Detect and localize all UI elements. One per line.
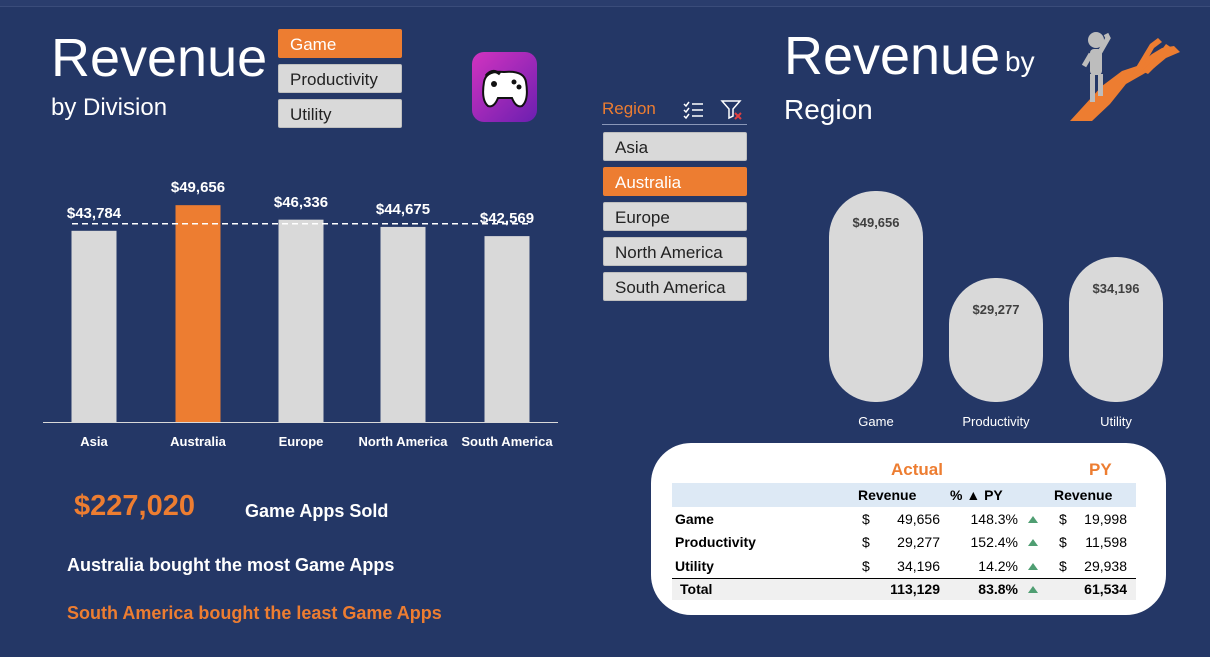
table-row-py: 29,938 bbox=[1084, 558, 1127, 574]
division-bar-chart bbox=[43, 205, 558, 423]
axis-label: Asia bbox=[80, 434, 108, 449]
table-row-label: Game bbox=[675, 511, 714, 527]
currency-symbol: $ bbox=[1059, 558, 1067, 574]
sheet-gridline-strip bbox=[0, 0, 1210, 7]
game-controller-app-icon bbox=[472, 52, 537, 122]
currency-symbol: $ bbox=[1059, 511, 1067, 527]
pill-bar-utility bbox=[1069, 257, 1163, 402]
table-group-actual: Actual bbox=[891, 460, 943, 479]
bar-asia bbox=[71, 230, 117, 422]
insight-least: South America bought the least Game Apps bbox=[67, 603, 442, 623]
up-arrow-icon bbox=[1028, 539, 1038, 546]
bar-south-america bbox=[484, 236, 530, 422]
region-item-europe[interactable]: Europe bbox=[603, 202, 747, 231]
right-title-by: by bbox=[1005, 46, 1035, 77]
table-row-pct: 14.2% bbox=[978, 558, 1018, 574]
axis-label: Australia bbox=[170, 434, 226, 449]
region-slicer-title: Region bbox=[602, 99, 656, 118]
gamepad-icon bbox=[482, 69, 528, 108]
bar-value-label: $43,784 bbox=[66, 204, 122, 222]
pill-bar-game bbox=[829, 191, 923, 402]
table-row-label: Utility bbox=[675, 558, 714, 574]
table-row-actual: 49,656 bbox=[897, 511, 940, 527]
axis-label: South America bbox=[461, 434, 553, 449]
insight-most: Australia bought the most Game Apps bbox=[67, 555, 395, 575]
axis-label: Europe bbox=[278, 434, 324, 449]
left-subtitle: by Division bbox=[51, 94, 168, 121]
table-row-actual: 34,196 bbox=[897, 558, 940, 574]
table-row-pct: 148.3% bbox=[970, 511, 1018, 527]
currency-symbol: $ bbox=[1059, 534, 1067, 550]
left-title: Revenue bbox=[51, 28, 268, 88]
col-header-py-revenue: Revenue bbox=[1054, 487, 1113, 503]
slicer-item-game[interactable]: Game bbox=[278, 29, 402, 58]
total-divider bbox=[672, 578, 1136, 579]
total-row-actual: 113,129 bbox=[890, 581, 940, 597]
currency-symbol: $ bbox=[862, 558, 870, 574]
bar-australia bbox=[175, 205, 221, 422]
region-item-australia[interactable]: Australia bbox=[603, 167, 747, 196]
pill-value-label: $34,196 bbox=[1092, 281, 1140, 296]
region-slicer-header: Region bbox=[602, 96, 747, 125]
slicer-item-productivity[interactable]: Productivity bbox=[278, 64, 402, 93]
table-row-label: Productivity bbox=[675, 534, 756, 550]
multi-select-icon[interactable] bbox=[682, 98, 706, 122]
currency-symbol: $ bbox=[862, 534, 870, 550]
total-row-band bbox=[672, 579, 1136, 600]
pill-value-label: $49,656 bbox=[852, 215, 900, 231]
pill-value-label: $29,277 bbox=[972, 301, 1020, 317]
up-arrow-icon bbox=[1028, 516, 1038, 523]
bar-north-america bbox=[380, 226, 426, 422]
region-item-north-america[interactable]: North America bbox=[603, 237, 747, 266]
table-group-py: PY bbox=[1089, 460, 1112, 479]
axis-label: North America bbox=[358, 434, 448, 449]
col-header-revenue: Revenue bbox=[858, 487, 917, 503]
bar-europe bbox=[278, 219, 324, 422]
region-item-asia[interactable]: Asia bbox=[603, 132, 747, 161]
table-row-py: 11,598 bbox=[1085, 534, 1127, 550]
table-row-py: 19,998 bbox=[1084, 511, 1127, 527]
total-revenue-kpi: $227,020 bbox=[74, 490, 195, 522]
bar-value-label: $46,336 bbox=[273, 193, 329, 211]
right-subtitle: Region bbox=[784, 94, 873, 125]
up-arrow-icon bbox=[1028, 563, 1038, 570]
col-header-pct-py: % ▲ PY bbox=[950, 487, 1003, 503]
table-row-actual: 29,277 bbox=[897, 534, 940, 550]
pill-category-label: Productivity bbox=[962, 414, 1030, 429]
right-title: Revenue bbox=[784, 26, 1001, 86]
pill-category-label: Game bbox=[858, 414, 894, 429]
currency-symbol: $ bbox=[862, 511, 870, 527]
total-row-pct: 83.8% bbox=[978, 581, 1018, 597]
table-subheader-band bbox=[672, 483, 1136, 507]
total-row-py: 61,534 bbox=[1084, 581, 1127, 597]
pill-bar-productivity bbox=[949, 277, 1043, 402]
climbing-figure-illustration bbox=[1070, 32, 1180, 121]
bar-value-label: $42,569 bbox=[479, 210, 535, 228]
kpi-label: Game Apps Sold bbox=[245, 501, 389, 521]
bar-value-label: $44,675 bbox=[375, 200, 431, 218]
region-item-south-america[interactable]: South America bbox=[603, 272, 747, 301]
slicer-item-utility[interactable]: Utility bbox=[278, 99, 402, 128]
up-arrow-icon bbox=[1028, 586, 1038, 593]
bar-value-label: $49,656 bbox=[170, 179, 226, 197]
clear-filter-icon[interactable] bbox=[720, 98, 744, 122]
total-row-label: Total bbox=[680, 581, 713, 597]
pill-category-label: Utility bbox=[1100, 414, 1132, 429]
table-row-pct: 152.4% bbox=[970, 534, 1018, 550]
